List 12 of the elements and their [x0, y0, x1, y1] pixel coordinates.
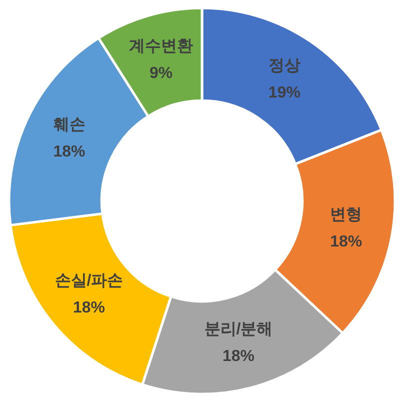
slice-label: 손실/파손: [54, 272, 124, 290]
data-label: 18%: [72, 299, 105, 316]
data-label: 18%: [222, 348, 254, 366]
slice-label: 정상: [268, 58, 300, 75]
data-label: 18%: [53, 144, 86, 161]
data-label: 18%: [330, 233, 362, 250]
slice-label: 분리/분해: [204, 321, 273, 338]
slice-label: 훼손: [53, 116, 86, 134]
data-label: 19%: [268, 84, 300, 102]
slice-label: 변형: [330, 206, 362, 224]
slice-label: 계수변환: [129, 38, 194, 56]
data-label: 9%: [150, 65, 173, 82]
